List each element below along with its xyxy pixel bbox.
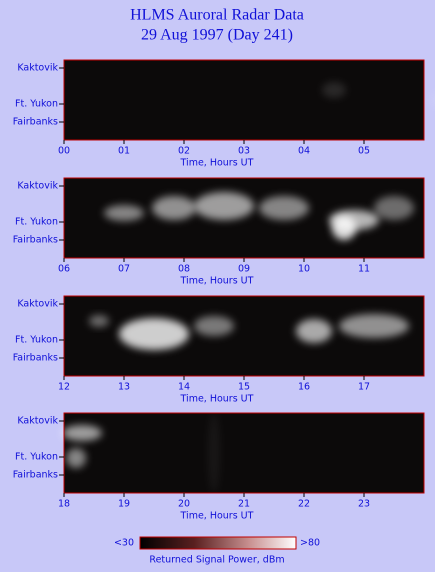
echo bbox=[62, 425, 102, 441]
y-label: Kaktovik bbox=[17, 299, 58, 310]
x-tick-label: 17 bbox=[358, 382, 370, 393]
echo bbox=[152, 196, 196, 220]
x-tick-label: 02 bbox=[178, 146, 190, 157]
echo bbox=[194, 192, 254, 220]
x-tick-label: 00 bbox=[58, 146, 70, 157]
echo bbox=[296, 319, 332, 343]
echo bbox=[429, 92, 435, 108]
x-tick-label: 19 bbox=[118, 499, 130, 510]
x-tick-label: 22 bbox=[298, 499, 310, 510]
x-tick-label: 12 bbox=[58, 382, 70, 393]
x-tick-label: 08 bbox=[178, 264, 190, 275]
x-tick-label: 20 bbox=[178, 499, 190, 510]
y-label: Kaktovik bbox=[17, 416, 58, 427]
echo bbox=[322, 82, 346, 98]
y-label: Fairbanks bbox=[13, 117, 58, 128]
echo bbox=[104, 205, 144, 221]
y-label: Fairbanks bbox=[13, 353, 58, 364]
y-label: Kaktovik bbox=[17, 181, 58, 192]
x-tick-label: 18 bbox=[58, 499, 70, 510]
echo bbox=[66, 448, 86, 468]
colorbar-label: Returned Signal Power, dBm bbox=[149, 555, 284, 566]
x-tick-label: 03 bbox=[238, 146, 250, 157]
x-tick-label: 21 bbox=[238, 499, 250, 510]
x-tick-label: 16 bbox=[298, 382, 310, 393]
y-label: Ft. Yukon bbox=[15, 217, 58, 228]
x-tick-label: 04 bbox=[298, 146, 310, 157]
radar-image bbox=[64, 413, 424, 493]
x-tick-label: 01 bbox=[118, 146, 130, 157]
echo bbox=[194, 316, 234, 336]
y-label: Ft. Yukon bbox=[15, 335, 58, 346]
colorbar-max: >80 bbox=[300, 538, 320, 549]
colorbar bbox=[139, 536, 297, 550]
y-label: Ft. Yukon bbox=[15, 99, 58, 110]
x-tick-label: 13 bbox=[118, 382, 130, 393]
x-axis-label: Time, Hours UT bbox=[180, 511, 254, 522]
x-axis-label: Time, Hours UT bbox=[180, 276, 254, 287]
x-axis-label: Time, Hours UT bbox=[180, 158, 254, 169]
x-tick-label: 10 bbox=[298, 264, 310, 275]
title-line: 29 Aug 1997 (Day 241) bbox=[141, 27, 293, 44]
echo bbox=[339, 314, 409, 338]
title-line: HLMS Auroral Radar Data bbox=[130, 7, 304, 24]
x-tick-label: 11 bbox=[358, 264, 370, 275]
colorbar-min: <30 bbox=[114, 538, 134, 549]
echo bbox=[208, 413, 220, 493]
x-axis-label: Time, Hours UT bbox=[180, 394, 254, 405]
x-tick-label: 06 bbox=[58, 264, 70, 275]
x-tick-label: 09 bbox=[238, 264, 250, 275]
y-label: Ft. Yukon bbox=[15, 452, 58, 463]
echo bbox=[89, 315, 109, 327]
x-tick-label: 15 bbox=[238, 382, 250, 393]
x-tick-label: 05 bbox=[358, 146, 370, 157]
x-tick-label: 07 bbox=[118, 264, 130, 275]
echo bbox=[374, 196, 414, 220]
y-label: Kaktovik bbox=[17, 63, 58, 74]
x-tick-label: 23 bbox=[358, 499, 370, 510]
radar-image bbox=[64, 60, 424, 140]
y-label: Fairbanks bbox=[13, 235, 58, 246]
echo bbox=[119, 318, 189, 350]
echo bbox=[259, 196, 309, 220]
x-tick-label: 14 bbox=[178, 382, 190, 393]
echo bbox=[332, 216, 356, 240]
panels: Kaktovik Ft. Yukon Fairbanks 00 01 02 03 04 05 Ti… bbox=[13, 59, 435, 522]
y-label: Fairbanks bbox=[13, 470, 58, 481]
